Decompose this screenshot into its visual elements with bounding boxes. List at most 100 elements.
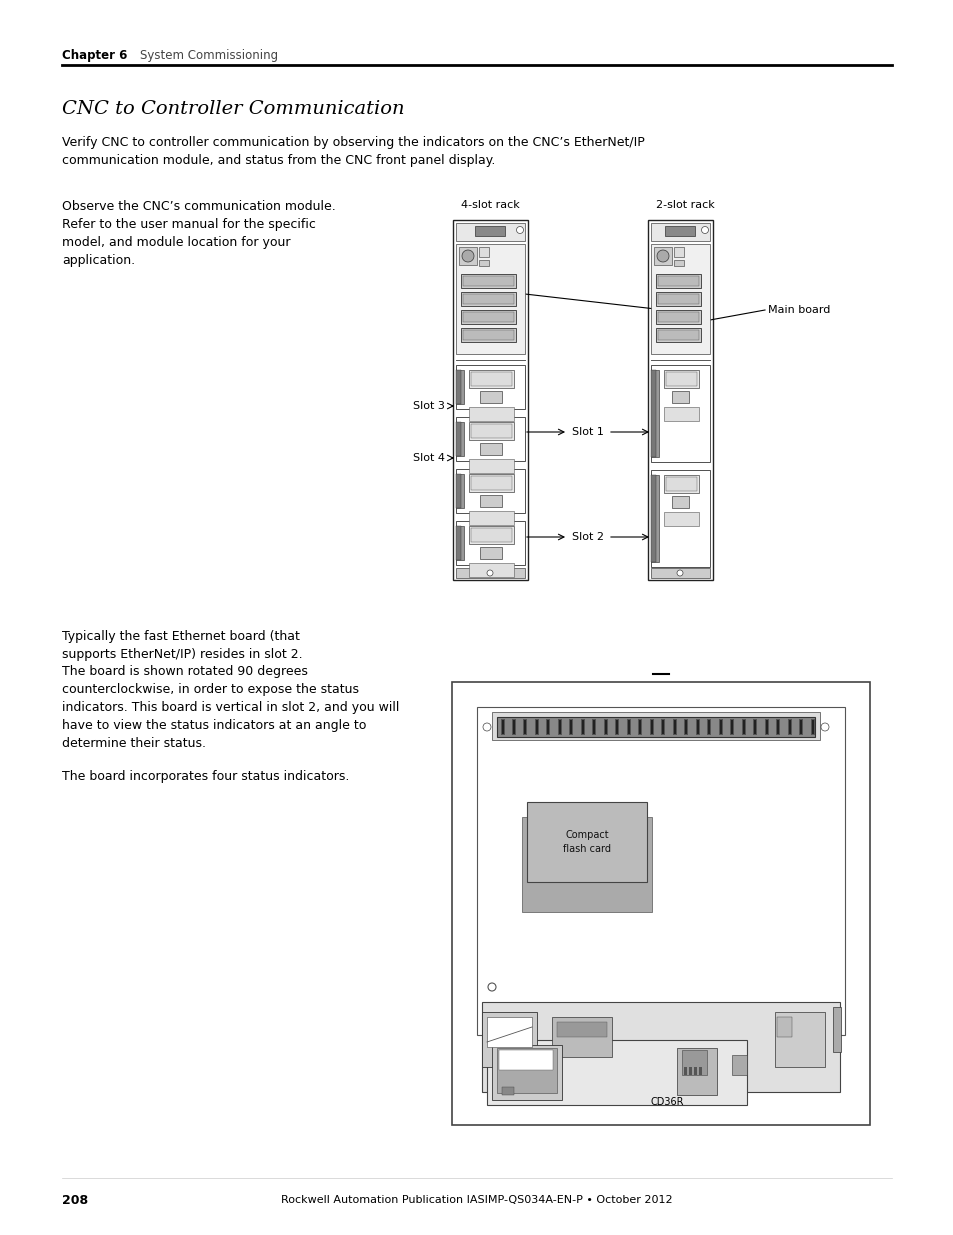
Bar (569, 720, 572, 734)
Bar (501, 720, 503, 734)
Bar (497, 718, 814, 737)
Bar (697, 720, 699, 734)
Text: System Commissioning: System Commissioning (140, 48, 278, 62)
Bar (654, 247, 671, 266)
Bar (479, 443, 501, 454)
Bar (658, 294, 699, 304)
Bar (456, 568, 524, 578)
Bar (456, 370, 460, 404)
Bar (558, 719, 561, 735)
Bar (626, 719, 630, 735)
Text: Refer to the user manual for the specific
model, and module location for your
ap: Refer to the user manual for the specifi… (62, 219, 315, 267)
Bar (481, 1011, 537, 1067)
Bar (638, 719, 641, 735)
Bar (456, 474, 460, 508)
Bar (693, 1067, 697, 1074)
Bar (730, 720, 732, 734)
Bar (753, 720, 755, 734)
Bar (545, 719, 550, 735)
Bar (639, 720, 640, 734)
Bar (486, 1040, 746, 1105)
Bar (558, 720, 560, 734)
Bar (650, 475, 659, 562)
Bar (658, 275, 699, 287)
Bar (471, 475, 512, 490)
Bar (458, 247, 476, 266)
Text: Slot 1: Slot 1 (572, 427, 603, 437)
Circle shape (461, 249, 474, 262)
Bar (656, 310, 700, 324)
Bar (604, 720, 606, 734)
Text: Observe the CNC’s communication module.: Observe the CNC’s communication module. (62, 200, 335, 212)
Bar (800, 720, 801, 734)
Bar (658, 330, 699, 340)
Bar (699, 1067, 701, 1074)
Bar (478, 261, 489, 266)
Bar (764, 719, 768, 735)
Bar (469, 526, 514, 543)
Bar (683, 719, 687, 735)
Bar (521, 818, 651, 911)
Bar (456, 521, 524, 564)
Bar (776, 1016, 791, 1037)
Bar (456, 417, 524, 461)
Bar (523, 720, 525, 734)
Bar (663, 513, 699, 526)
Bar (765, 720, 767, 734)
Bar (552, 1016, 612, 1057)
Bar (492, 713, 820, 740)
Bar (535, 719, 538, 735)
Bar (593, 720, 595, 734)
Bar (481, 1002, 840, 1092)
Bar (650, 366, 709, 462)
Bar (650, 245, 709, 354)
Bar (776, 720, 779, 734)
Bar (526, 802, 646, 882)
Bar (546, 720, 548, 734)
Bar (581, 720, 583, 734)
Bar (456, 366, 524, 409)
Bar (469, 408, 514, 421)
Bar (462, 294, 514, 304)
Bar (469, 422, 514, 440)
Bar (497, 1049, 557, 1093)
Bar (512, 719, 516, 735)
Bar (500, 719, 504, 735)
Text: 4-slot rack: 4-slot rack (460, 200, 518, 210)
Bar (663, 370, 699, 388)
Bar (456, 422, 463, 456)
Bar (788, 720, 790, 734)
Bar (658, 312, 699, 322)
Bar (650, 720, 652, 734)
Bar (498, 1050, 553, 1070)
Circle shape (486, 571, 493, 576)
Text: Compact
flash card: Compact flash card (562, 830, 610, 853)
Bar (720, 720, 721, 734)
Bar (469, 563, 514, 577)
Text: Slot 3: Slot 3 (413, 401, 444, 411)
Bar (665, 372, 697, 387)
Text: Main board: Main board (767, 305, 829, 315)
Bar (456, 422, 460, 456)
Bar (456, 370, 463, 404)
Text: Typically the fast Ethernet board (that
supports EtherNet/IP) resides in slot 2.: Typically the fast Ethernet board (that … (62, 630, 302, 661)
Bar (811, 720, 813, 734)
Text: The board incorporates four status indicators.: The board incorporates four status indic… (62, 769, 349, 783)
Bar (460, 329, 516, 342)
Bar (462, 275, 514, 287)
Circle shape (516, 226, 523, 233)
Bar (731, 1055, 746, 1074)
Bar (729, 719, 733, 735)
Bar (656, 291, 700, 306)
Bar (615, 719, 618, 735)
Circle shape (657, 249, 668, 262)
Bar (741, 719, 745, 735)
Bar (592, 719, 596, 735)
Bar (799, 719, 802, 735)
Bar (456, 245, 524, 354)
Bar (486, 1016, 532, 1047)
Bar (647, 220, 712, 580)
Bar (580, 719, 584, 735)
Bar (456, 526, 463, 559)
Bar (479, 495, 501, 508)
